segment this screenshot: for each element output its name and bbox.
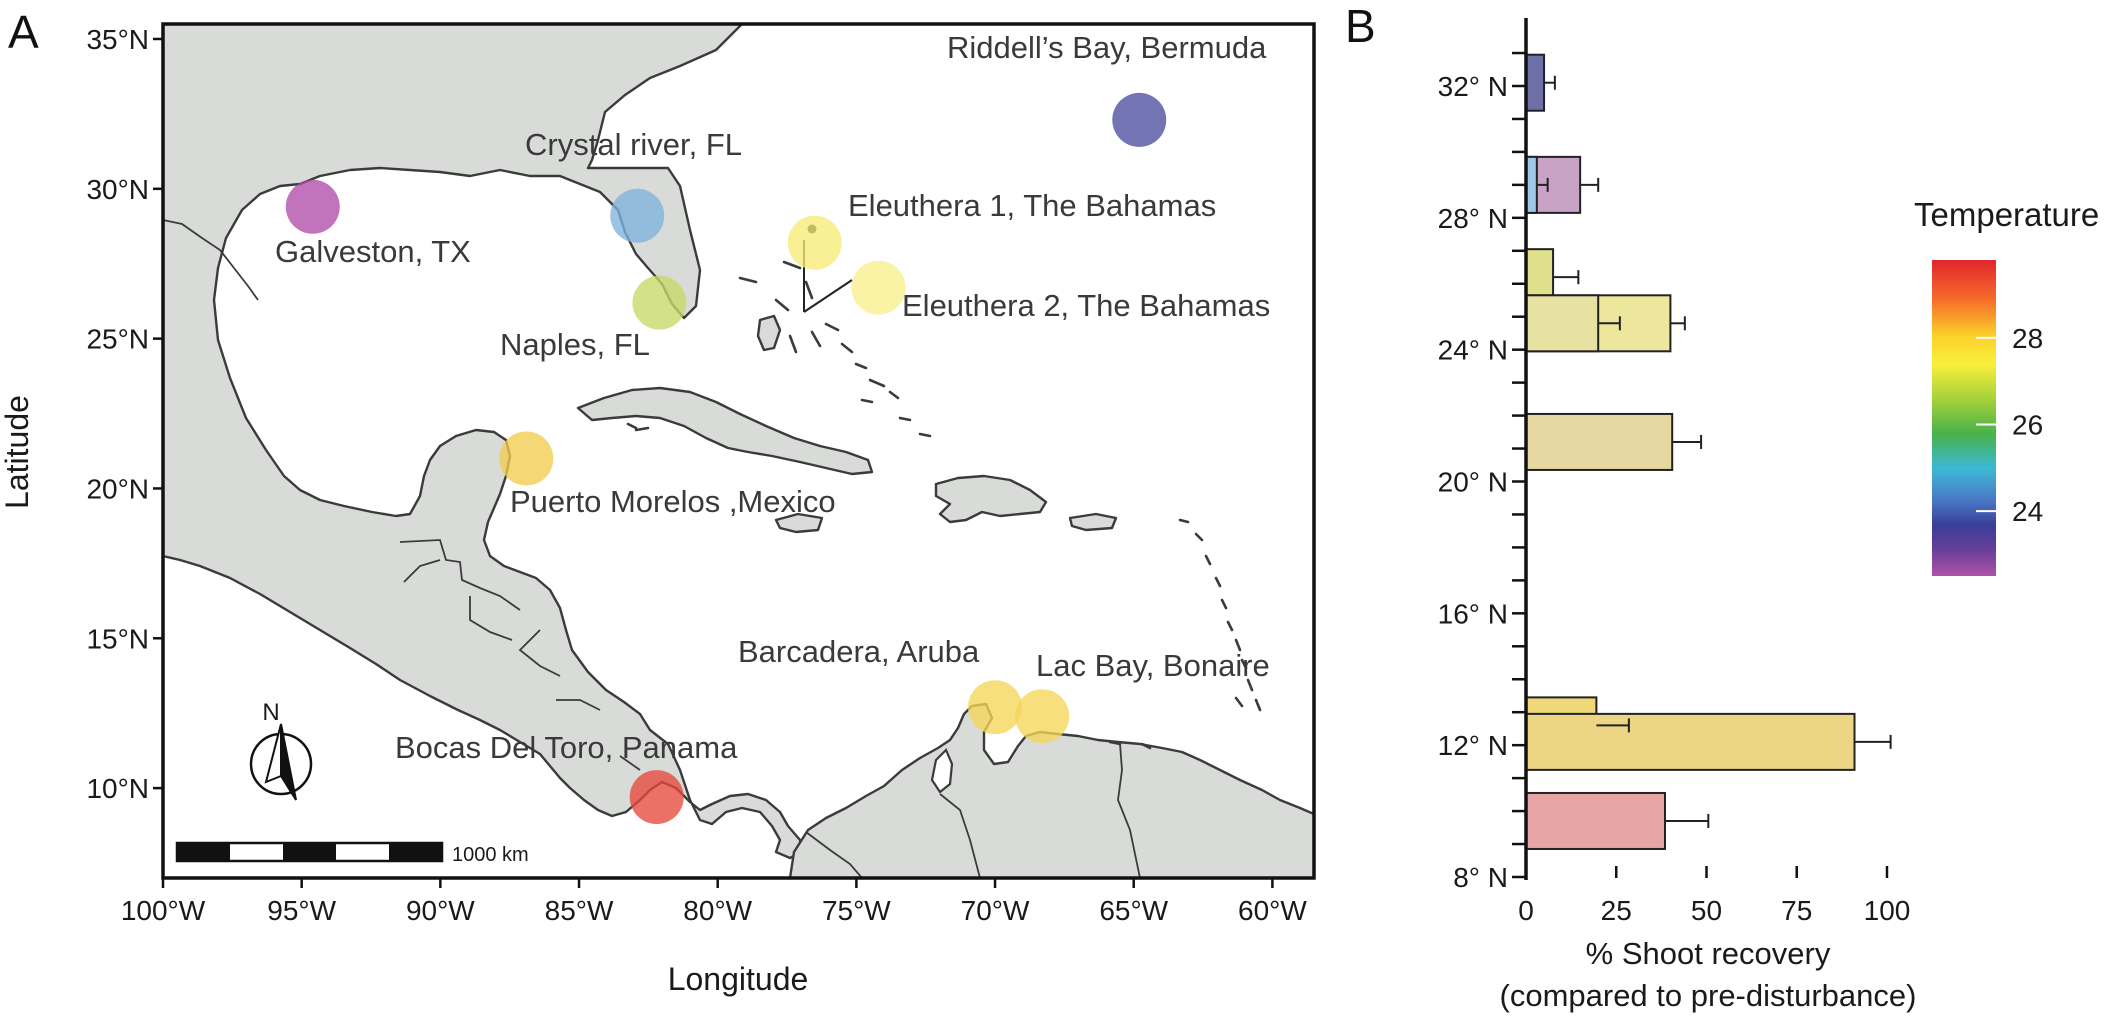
site-label-naples: Naples, FL <box>500 327 650 362</box>
lon-tick-label: 100°W <box>121 895 206 926</box>
chart-x-ticks: 0 25 50 75 100 <box>1518 866 1910 926</box>
chart-y-ticks: 32° N 28° N 24° N 20° N 16° N 12° N 8° N <box>1438 51 1526 893</box>
map-y-axis-label: Latitude <box>0 395 35 509</box>
lat-tick-label: 15°N <box>86 623 149 654</box>
recovery-bar <box>1525 294 1600 353</box>
south-america-landmass <box>788 702 1314 878</box>
site-label-aruba: Barcadera, Aruba <box>738 634 980 669</box>
map-x-axis-label: Longitude <box>668 961 809 997</box>
site-labels: Riddell’s Bay, Bermuda Crystal river, FL… <box>275 30 1270 765</box>
site-label-bermuda: Riddell’s Bay, Bermuda <box>947 30 1267 65</box>
site-marker <box>499 431 554 486</box>
site-marker <box>610 188 665 243</box>
cuba-island <box>576 386 874 476</box>
map-basemap <box>163 24 1314 878</box>
lon-tick-label: 70°W <box>961 895 1030 926</box>
colorbar-ticks: 28 26 24 <box>1976 323 2043 527</box>
longitude-ticks: 100°W 95°W 90°W 85°W 80°W 75°W 70°W 65°W 60°W <box>121 878 1307 926</box>
chart-y-tick-label: 28° N <box>1438 203 1508 234</box>
scale-bar: 1000 km <box>175 841 529 866</box>
site-marker <box>629 770 684 825</box>
temperature-colorbar <box>1932 260 1996 576</box>
chart-y-tick-label: 16° N <box>1438 598 1508 629</box>
lon-tick-label: 90°W <box>406 895 475 926</box>
legend-title: Temperature <box>1914 196 2099 233</box>
site-label-bonaire: Lac Bay, Bonaire <box>1036 648 1270 683</box>
country-borders <box>163 219 1141 878</box>
chart-x-tick-label: 75 <box>1781 895 1812 926</box>
hispaniola-island <box>934 474 1048 524</box>
lon-tick-label: 75°W <box>822 895 891 926</box>
chart-y-tick-label: 20° N <box>1438 467 1508 498</box>
site-marker <box>632 275 687 330</box>
latitude-ticks: 35°N 30°N 25°N 20°N 15°N 10°N <box>86 24 163 804</box>
lon-tick-label: 65°W <box>1099 895 1168 926</box>
chart-y-tick-label: 32° N <box>1438 71 1508 102</box>
panel-a-label: A <box>8 6 39 58</box>
lat-tick-label: 20°N <box>86 473 149 504</box>
colorbar-tick-label: 28 <box>2012 323 2043 354</box>
recovery-bar <box>1525 412 1674 471</box>
scale-label: 1000 km <box>452 844 529 866</box>
lat-tick-label: 10°N <box>86 773 149 804</box>
chart-bars <box>1525 53 1856 850</box>
lat-tick-label: 30°N <box>86 174 149 205</box>
site-label-eleuthera-2: Eleuthera 2, The Bahamas <box>902 288 1270 323</box>
chart-x-axis-label: % Shoot recovery <box>1586 936 1831 971</box>
recovery-bar <box>1525 791 1666 850</box>
north-label: N <box>262 699 279 726</box>
chart-x-tick-label: 25 <box>1601 895 1632 926</box>
site-label-eleuthera-1: Eleuthera 1, The Bahamas <box>848 188 1216 223</box>
site-marker <box>968 680 1023 735</box>
lon-tick-label: 85°W <box>545 895 614 926</box>
chart-y-tick-label: 24° N <box>1438 335 1508 366</box>
chart-x-tick-label: 100 <box>1864 895 1911 926</box>
shoot-recovery-chart: 32° N 28° N 24° N 20° N 16° N 12° N 8° N 0 25 50… <box>1438 18 1910 926</box>
site-label-puerto-morelos: Puerto Morelos ,Mexico <box>510 484 836 519</box>
colorbar-tick-label: 24 <box>2012 496 2043 527</box>
site-marker <box>1112 92 1167 147</box>
lon-tick-label: 60°W <box>1238 895 1307 926</box>
chart-x-tick-label: 0 <box>1518 895 1534 926</box>
site-label-bocas-del-toro: Bocas Del Toro, Panama <box>395 730 738 765</box>
site-marker <box>285 179 340 234</box>
bahamas-islands <box>626 260 932 438</box>
lon-tick-label: 95°W <box>267 895 336 926</box>
chart-error-bars <box>1536 75 1892 828</box>
chart-x-axis-label-2: (compared to pre-disturbance) <box>1500 978 1917 1013</box>
map-frame <box>161 22 1316 880</box>
site-markers <box>285 92 1167 825</box>
lon-tick-label: 80°W <box>683 895 752 926</box>
panel-b-label: B <box>1345 0 1376 52</box>
chart-x-tick-label: 50 <box>1691 895 1722 926</box>
colorbar-tick-label: 26 <box>2012 409 2043 440</box>
site-marker <box>787 215 842 270</box>
recovery-bar <box>1525 53 1546 112</box>
lat-tick-label: 25°N <box>86 324 149 355</box>
lat-tick-label: 35°N <box>86 24 149 55</box>
lesser-antilles-islands <box>1108 518 1262 750</box>
chart-y-tick-label: 12° N <box>1438 730 1508 761</box>
chart-y-tick-label: 8° N <box>1453 862 1508 893</box>
site-label-galveston: Galveston, TX <box>275 234 471 269</box>
site-marker <box>851 260 906 315</box>
recovery-bar <box>1525 712 1856 771</box>
site-label-crystal-river: Crystal river, FL <box>525 127 742 162</box>
site-marker <box>1015 689 1070 744</box>
north-arrow-icon: N <box>249 699 313 801</box>
